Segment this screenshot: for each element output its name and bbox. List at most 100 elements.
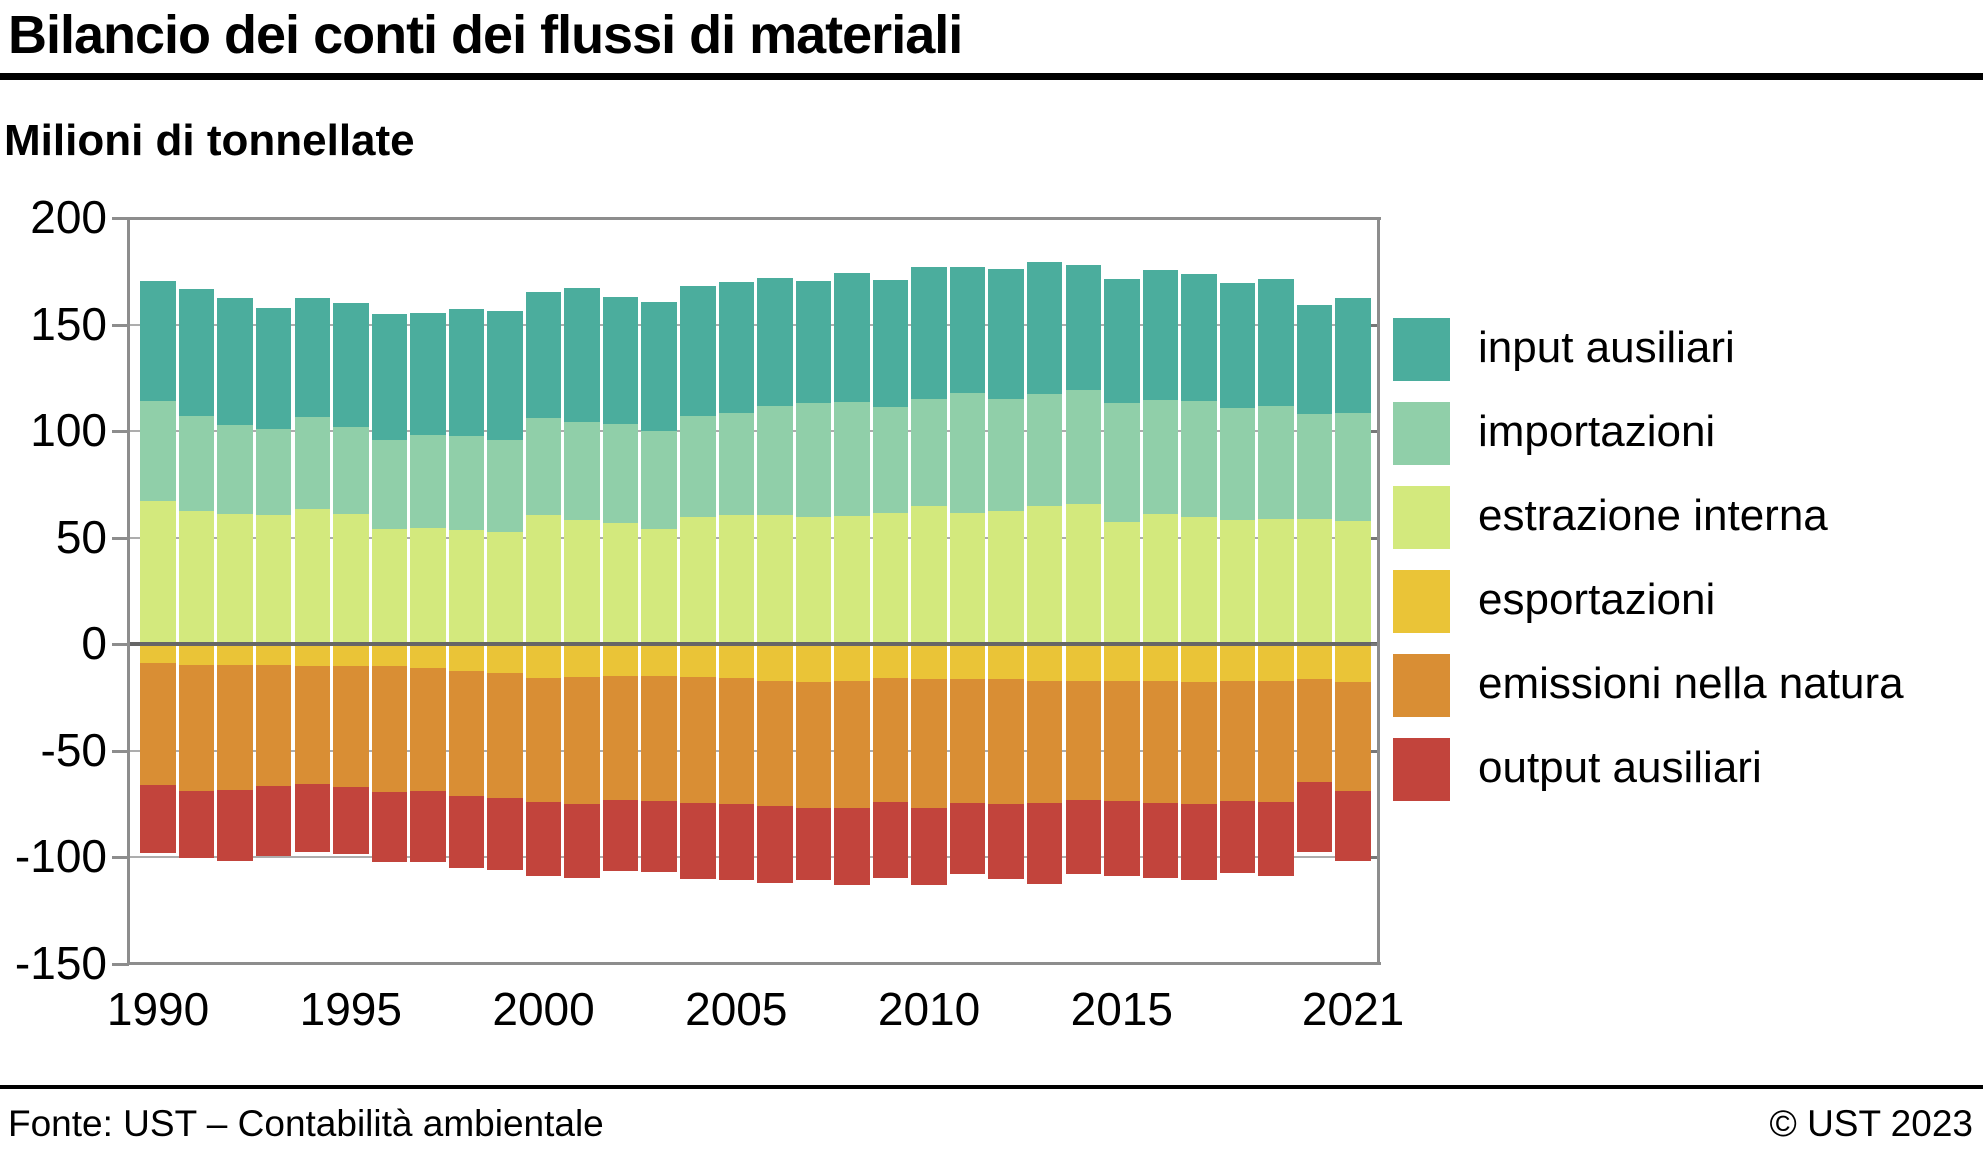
bar-segment-emissioni-nella-natura-2008: [834, 680, 870, 809]
x-axis-tick-label: 2015: [1070, 983, 1173, 1035]
y-axis-tick-label: -50: [40, 723, 107, 776]
bar-segment-importazioni-1996: [371, 439, 408, 530]
bar-segment-importazioni-2016: [1142, 400, 1179, 515]
bar-segment-input-ausiliari-1998: [448, 308, 485, 437]
bar-segment-estrazione-interna-2008: [834, 516, 870, 645]
bar-segment-input-ausiliari-2006: [757, 277, 793, 406]
bar-segment-estrazione-interna-1995: [333, 514, 369, 645]
y-axis-tick-label: 100: [30, 404, 107, 457]
bar-segment-output-ausiliari-2013: [1026, 803, 1063, 885]
bar-segment-output-ausiliari-2007: [795, 808, 832, 880]
esportazioni-swatch-icon: [1393, 570, 1450, 633]
bar-segment-importazioni-2012: [988, 399, 1024, 512]
bar-segment-output-ausiliari-2011: [949, 803, 986, 875]
bar-segment-emissioni-nella-natura-2017: [1181, 681, 1217, 805]
x-axis-tick-label: 1990: [106, 983, 210, 1035]
bar-segment-output-ausiliari-2012: [988, 804, 1024, 879]
bar-segment-esportazioni-2021: [1335, 644, 1371, 682]
bar-segment-importazioni-2007: [795, 403, 832, 518]
bar-segment-estrazione-interna-2001: [564, 519, 600, 645]
bar-segment-output-ausiliari-2000: [525, 802, 562, 876]
bar-segment-output-ausiliari-2020: [1296, 781, 1333, 853]
bar-segment-importazioni-1990: [140, 401, 176, 502]
bar-segment-importazioni-2011: [949, 392, 986, 514]
bar-segment-esportazioni-2002: [602, 644, 639, 677]
bar-segment-output-ausiliari-2010: [911, 808, 947, 886]
bar-segment-emissioni-nella-natura-2015: [1104, 680, 1140, 801]
bar-segment-importazioni-1995: [333, 426, 369, 515]
bar-segment-output-ausiliari-1997: [410, 791, 446, 862]
bar-segment-input-ausiliari-2010: [911, 267, 947, 400]
bar-segment-estrazione-interna-2006: [757, 515, 793, 645]
bar-segment-input-ausiliari-2014: [1065, 264, 1101, 390]
bar-segment-importazioni-2010: [911, 399, 947, 506]
bar-segment-input-ausiliari-2009: [872, 279, 909, 407]
bar-segment-esportazioni-2007: [795, 644, 832, 682]
bar-segment-estrazione-interna-1992: [217, 514, 253, 645]
bar-segment-output-ausiliari-2015: [1104, 800, 1140, 876]
bar-segment-input-ausiliari-2001: [564, 288, 600, 422]
y-axis-line: [127, 217, 130, 965]
importazioni-swatch-icon: [1393, 402, 1450, 465]
bar-segment-importazioni-1998: [448, 436, 485, 531]
bar-segment-output-ausiliari-2017: [1181, 804, 1217, 880]
bar-segment-emissioni-nella-natura-2005: [718, 678, 755, 805]
bar-segment-estrazione-interna-1994: [294, 508, 330, 645]
bar-segment-esportazioni-2004: [680, 644, 716, 678]
bar-segment-output-ausiliari-1996: [371, 792, 408, 862]
bar-segment-importazioni-2019: [1258, 405, 1294, 519]
x-axis-tick-label: 2010: [877, 983, 981, 1035]
bar-segment-estrazione-interna-1998: [448, 530, 485, 645]
x-axis-tick-label: 2005: [685, 983, 788, 1035]
y-axis-tick-label: -150: [14, 937, 107, 989]
bar-segment-esportazioni-1992: [217, 644, 253, 665]
y-axis-tick: [112, 963, 129, 966]
bar-segment-estrazione-interna-2010: [911, 505, 947, 645]
bar-segment-emissioni-nella-natura-2014: [1065, 680, 1101, 800]
bar-segment-output-ausiliari-2005: [718, 804, 755, 880]
bar-segment-estrazione-interna-2018: [1219, 519, 1256, 645]
bar-segment-esportazioni-1991: [178, 644, 215, 665]
y-axis-tick: [112, 217, 129, 220]
y-axis-tick: [112, 536, 129, 540]
chart-unit-subtitle: Milioni di tonnellate: [4, 116, 415, 165]
bar-segment-input-ausiliari-1990: [140, 280, 176, 402]
bar-segment-importazioni-2015: [1104, 403, 1140, 522]
bar-segment-estrazione-interna-2016: [1142, 514, 1179, 645]
bar-segment-emissioni-nella-natura-2003: [641, 676, 677, 801]
bar-segment-emissioni-nella-natura-2004: [680, 677, 716, 804]
bar-segment-emissioni-nella-natura-1997: [410, 667, 446, 792]
bar-segment-output-ausiliari-1995: [333, 787, 369, 855]
bar-segment-emissioni-nella-natura-2000: [525, 678, 562, 802]
bar-segment-output-ausiliari-1999: [487, 797, 523, 871]
bar-segment-emissioni-nella-natura-1991: [178, 664, 215, 792]
estrazione-interna-swatch-icon: [1393, 486, 1450, 549]
page-title: Bilancio dei conti dei flussi di materia…: [8, 5, 963, 65]
bar-segment-emissioni-nella-natura-2021: [1335, 681, 1371, 792]
bar-segment-input-ausiliari-1993: [255, 307, 292, 429]
bar-segment-importazioni-1997: [410, 435, 446, 529]
y-axis-tick-right: [1371, 643, 1379, 647]
bar-segment-esportazioni-1998: [448, 644, 485, 671]
bar-segment-importazioni-2017: [1181, 401, 1217, 518]
bar-segment-importazioni-1999: [487, 439, 523, 533]
bar-segment-output-ausiliari-2016: [1142, 803, 1179, 878]
x-axis-tick-label: 2000: [492, 983, 595, 1035]
bar-segment-importazioni-1991: [178, 416, 215, 512]
bar-segment-output-ausiliari-2006: [757, 806, 793, 883]
bar-segment-output-ausiliari-2018: [1219, 800, 1256, 874]
bar-segment-emissioni-nella-natura-1998: [448, 670, 485, 796]
bar-segment-esportazioni-2019: [1258, 644, 1294, 681]
bar-segment-input-ausiliari-2003: [641, 302, 677, 432]
bar-segment-esportazioni-2017: [1181, 644, 1217, 682]
bar-segment-estrazione-interna-2021: [1335, 520, 1371, 645]
bar-segment-input-ausiliari-1995: [333, 303, 369, 427]
emissioni-nella-natura-swatch-icon: [1393, 654, 1450, 717]
bar-segment-emissioni-nella-natura-2002: [602, 676, 639, 800]
y-axis-tick-label: 200: [30, 191, 107, 243]
bar-segment-estrazione-interna-1997: [410, 528, 446, 645]
bar-segment-input-ausiliari-1994: [294, 297, 330, 418]
bar-segment-esportazioni-2015: [1104, 644, 1140, 681]
bar-segment-estrazione-interna-2000: [525, 515, 562, 645]
bar-segment-estrazione-interna-2014: [1065, 503, 1101, 645]
